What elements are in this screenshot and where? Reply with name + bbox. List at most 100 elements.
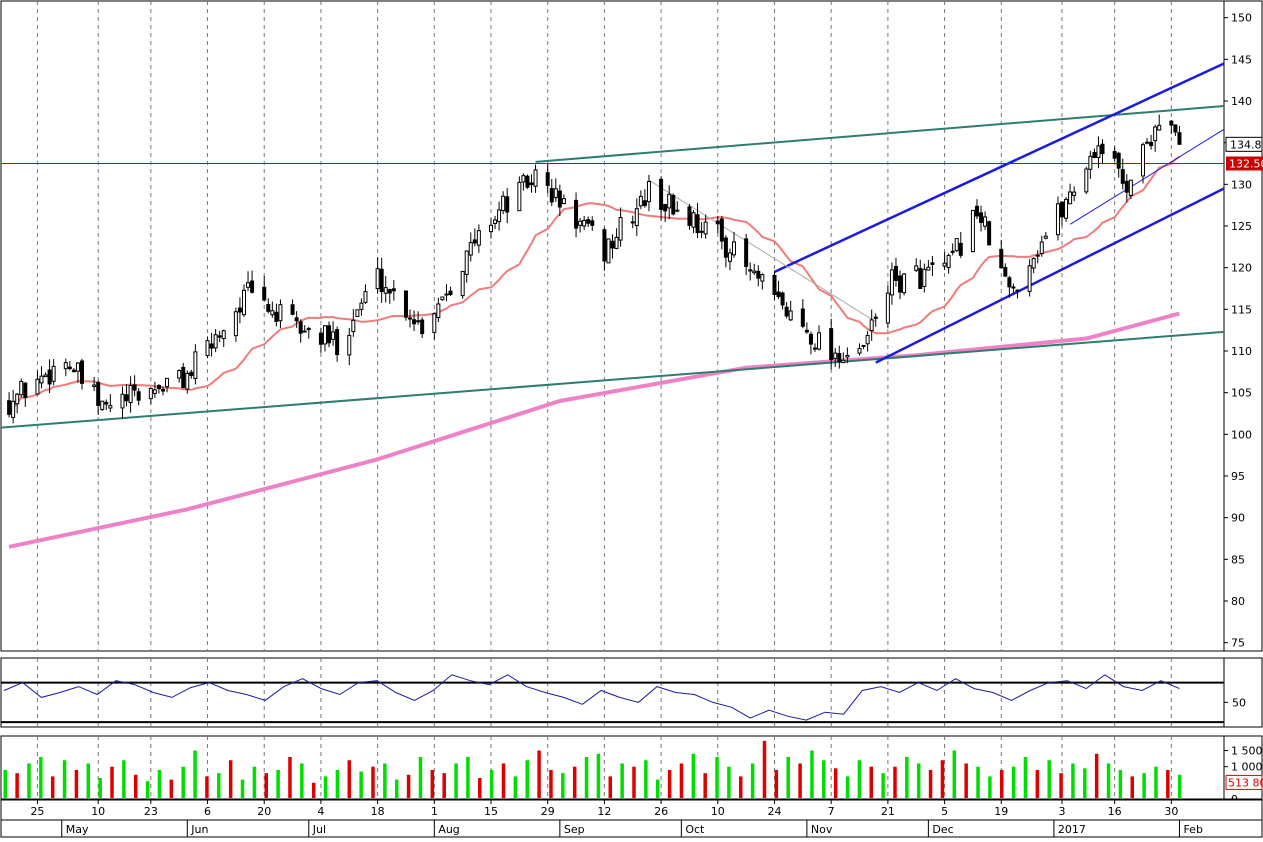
candle-body [727,252,732,262]
price-tick-label: 150 [1231,12,1252,25]
volume-bar [988,776,992,798]
candle [1055,196,1060,241]
candle-body [1043,235,1048,239]
volume-bar [1083,768,1087,798]
candle-body [100,400,105,410]
candle [241,284,246,317]
candle [618,207,623,247]
candle [715,215,720,234]
price-panel[interactable]: 1501451401351301251201151101051009590858… [0,0,1263,652]
candle [1015,289,1020,299]
candle [1128,179,1133,200]
candle [250,270,255,294]
candle [1068,183,1073,205]
candle-body [833,352,838,359]
candle [505,188,510,224]
marker-price-label: 132.50 [1229,158,1263,171]
candle [47,359,52,394]
candle [383,276,388,303]
candle [43,372,48,378]
volume-bar [1035,769,1040,798]
candle-body [209,343,214,349]
candle [387,288,392,304]
day-tick-label: 23 [144,805,158,818]
volume-bar [311,782,316,798]
month-label: Feb [1183,823,1202,836]
candle-body [861,344,866,347]
volume-bar [240,779,245,798]
candle-body [930,262,935,265]
volume-bar [750,763,755,798]
candle [942,251,947,271]
candle [1169,120,1174,135]
candle-body [1072,191,1077,196]
price-tick-label: 130 [1231,178,1252,191]
candle-body [1177,132,1182,145]
volume-bar [300,763,304,798]
candle-body [165,377,170,388]
candle-body [1035,254,1040,257]
candle [67,360,72,371]
candle [501,191,506,215]
candle [817,325,822,351]
candle-body [1064,198,1069,219]
candle [497,201,502,231]
sma-long-line [8,311,1181,549]
candle [776,280,781,300]
decline-trendline [648,179,876,323]
candle [549,179,554,207]
candle [444,284,449,302]
volume-bar [667,769,672,798]
candle-body [468,242,473,256]
candle [1039,235,1044,257]
candle-body [1060,201,1065,218]
candle [958,232,963,259]
candle [723,235,728,268]
candle [420,317,425,339]
candle [954,238,959,252]
candle-body [43,374,48,378]
candle-body [322,325,327,345]
day-tick-label: 5 [941,805,948,818]
volume-bar [264,773,268,798]
candle [11,389,16,424]
candle [727,248,732,271]
candle [719,216,724,250]
candle [63,358,68,377]
volume-bar [549,769,553,798]
price-tick-label: 140 [1231,95,1252,108]
month-label: Oct [685,823,705,836]
candle-body [950,250,955,253]
candle [634,198,639,237]
candle-body [715,220,720,225]
candle-body [156,385,161,390]
volume-bar [252,766,257,798]
candle [1116,151,1121,178]
month-label: 2017 [1058,823,1086,836]
candle [582,215,587,231]
price-tick-label: 90 [1231,512,1245,525]
candle-body [294,317,299,322]
candle-body [302,330,307,333]
candle-body [359,302,364,310]
candle [1120,158,1125,190]
candle-body [1096,145,1101,158]
candle [436,297,441,323]
candle-body [926,266,931,271]
candle-body [233,311,238,337]
candle [893,257,898,287]
candle-body [1120,169,1125,184]
candle-body [772,274,777,296]
candle-body [416,320,421,323]
volume-bar [169,779,174,798]
candle [699,222,704,239]
candle [602,227,607,271]
price-axis-area [1223,0,1263,652]
candle [752,263,757,275]
rsi-panel[interactable]: 50 [0,657,1263,728]
candle [1092,148,1097,159]
candle-body [181,366,186,388]
volume-bar [620,763,624,798]
candle-body [525,175,530,188]
